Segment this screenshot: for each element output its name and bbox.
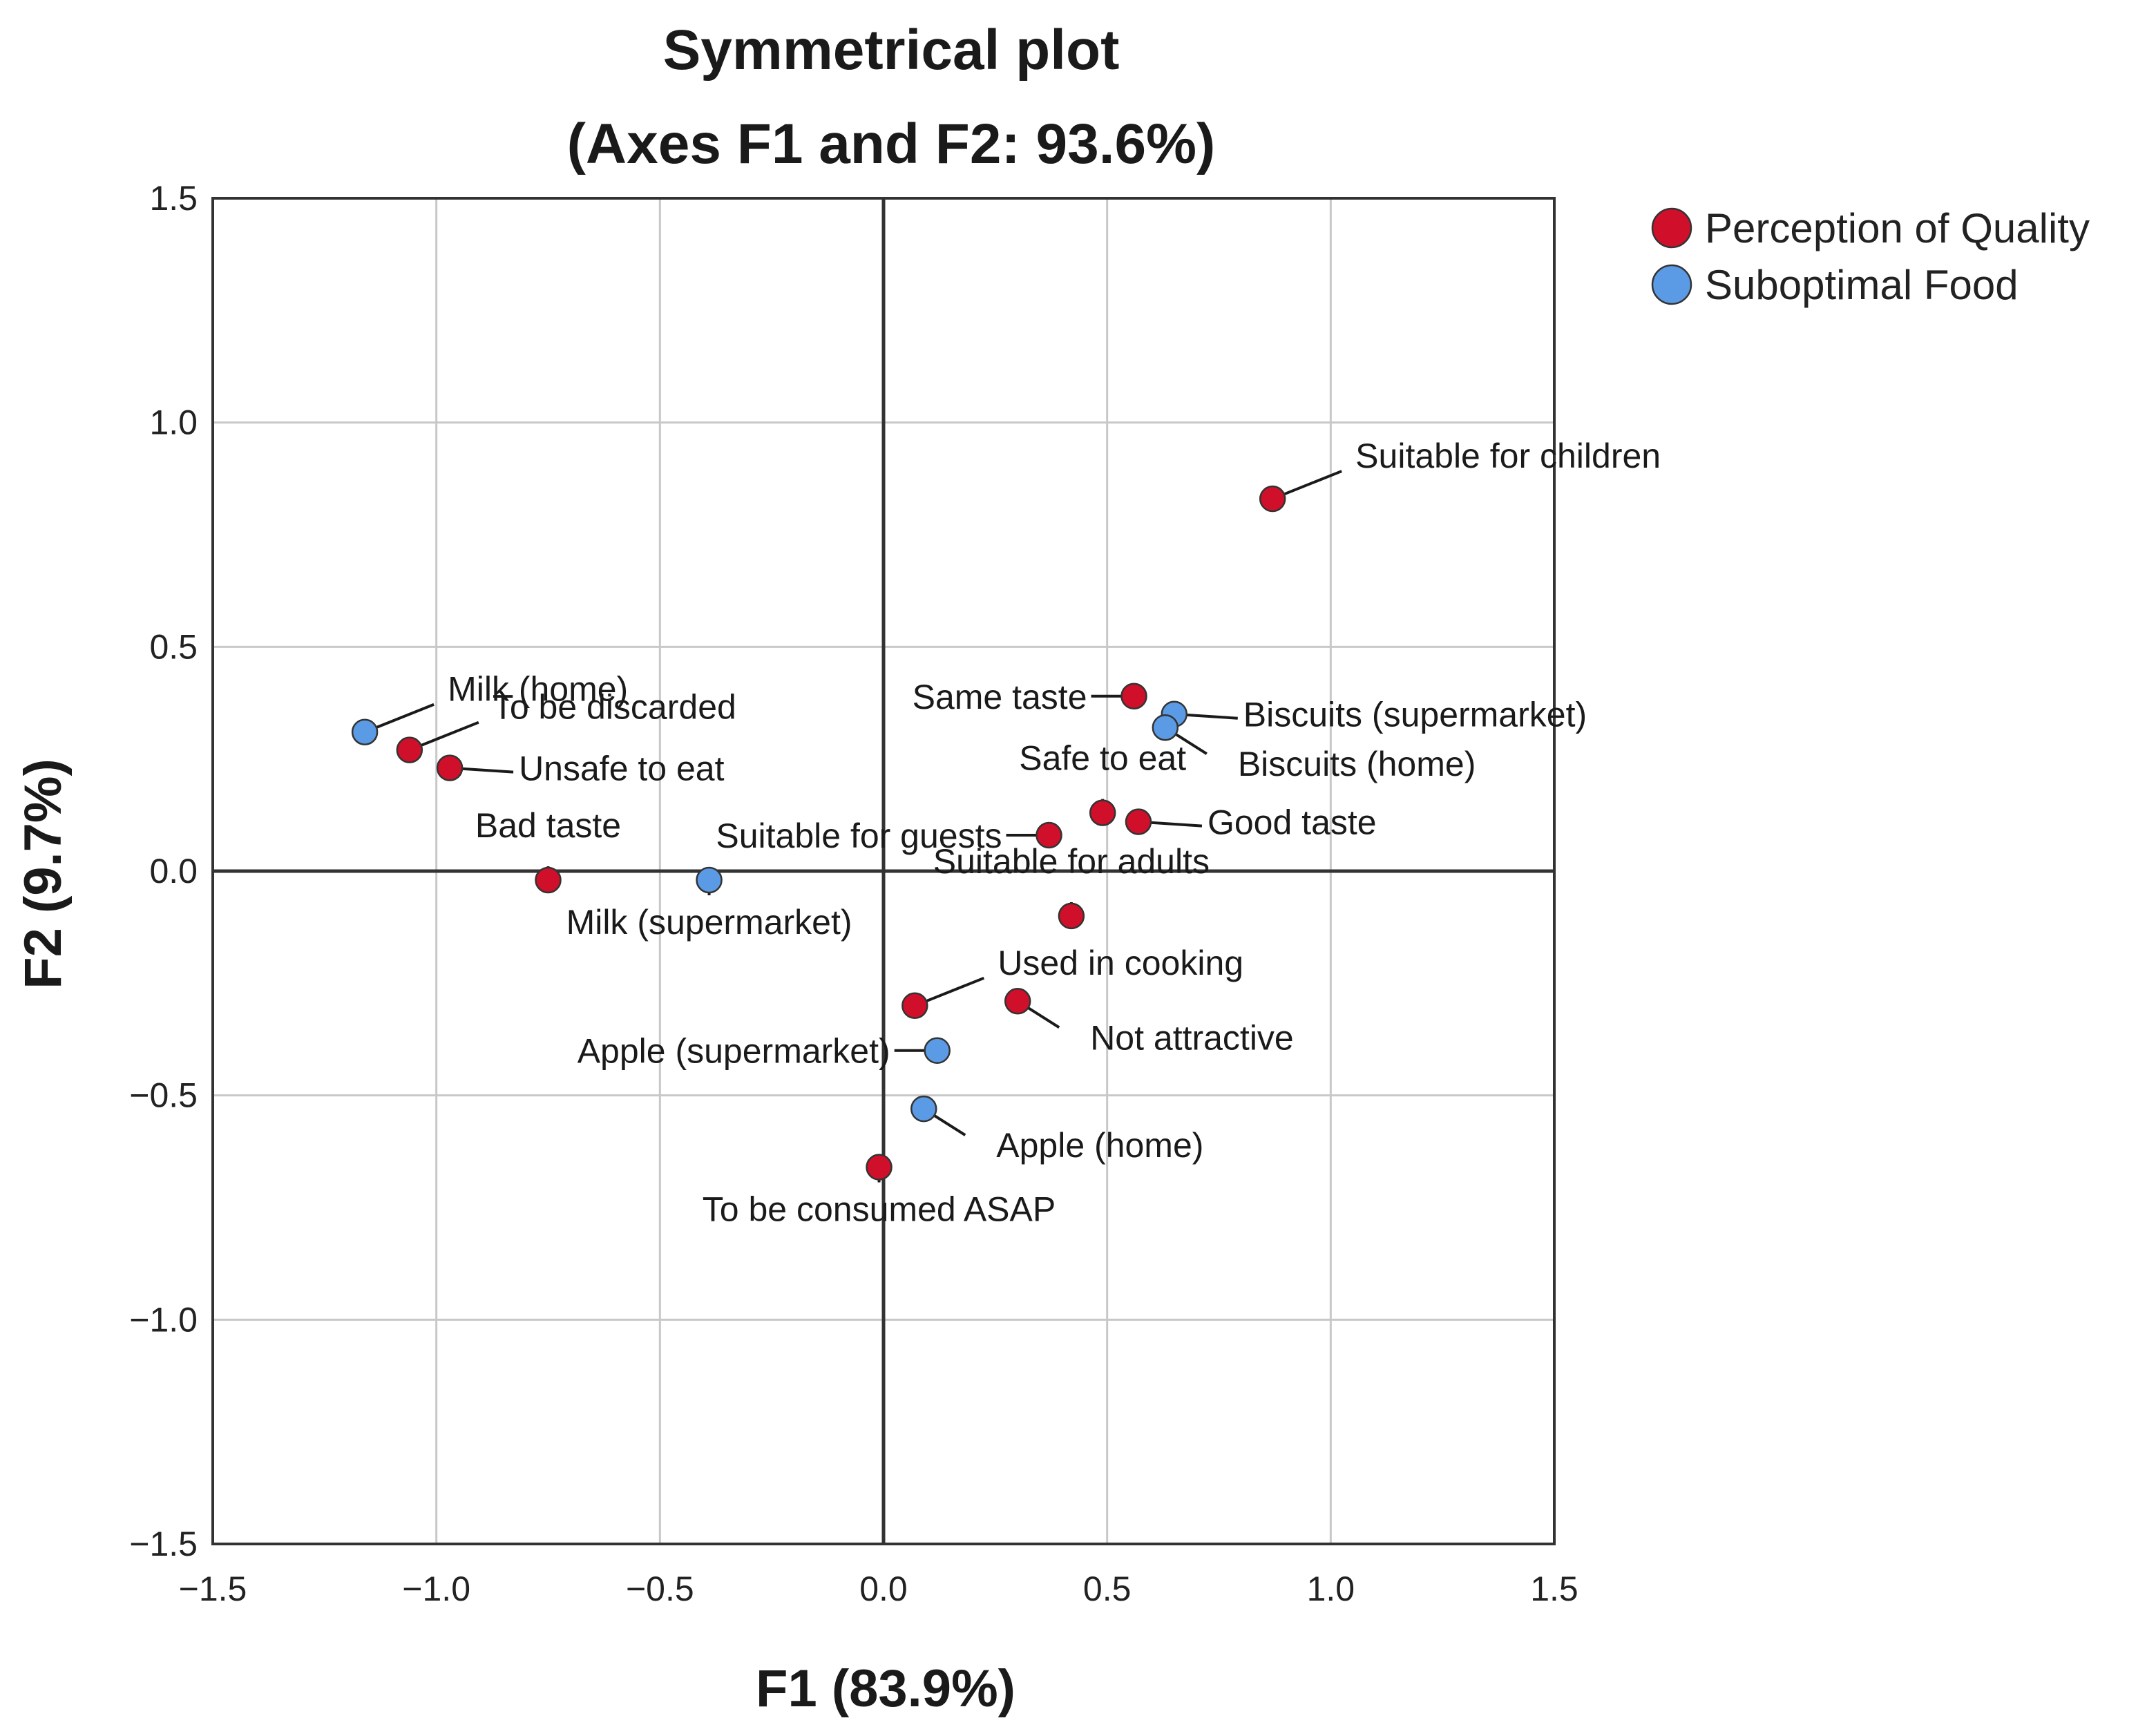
y-tick-label: −0.5 [129, 1076, 198, 1115]
legend-marker [1651, 207, 1692, 249]
x-tick-label: −1.0 [402, 1570, 470, 1608]
data-point [1152, 714, 1179, 741]
chart-subtitle: (Axes F1 and F2: 93.6%) [567, 113, 1216, 175]
data-point [1036, 821, 1062, 849]
point-label: Used in cooking [998, 944, 1243, 982]
legend-label: Perception of Quality [1705, 205, 2090, 251]
data-point [436, 754, 464, 781]
y-tick-label: 1.5 [149, 179, 198, 218]
data-point [1058, 902, 1085, 930]
point-label: Unsafe to eat [519, 750, 725, 788]
legend-marker [1651, 264, 1692, 305]
data-points [351, 485, 1286, 1181]
point-label: Biscuits (supermarket) [1243, 696, 1587, 734]
chart-title: Symmetrical plot [663, 19, 1120, 82]
y-tick-label: −1.0 [129, 1300, 198, 1339]
x-tick-label: 1.0 [1307, 1570, 1355, 1608]
data-point [1120, 683, 1147, 710]
data-point [351, 718, 379, 745]
x-tick-label: −0.5 [626, 1570, 694, 1608]
data-point [1004, 988, 1031, 1015]
point-label: Safe to eat [1019, 739, 1186, 778]
y-tick-label: 1.0 [149, 403, 198, 442]
y-tick-label: 0.5 [149, 627, 198, 666]
point-label: Good taste [1208, 803, 1377, 842]
point-label: Biscuits (home) [1238, 745, 1476, 783]
point-label: Suitable for children [1355, 437, 1661, 475]
data-point [696, 866, 723, 894]
point-label: To be consumed ASAP [703, 1190, 1056, 1229]
x-tick-label: 0.0 [859, 1570, 908, 1608]
point-label: Same taste [913, 678, 1087, 716]
data-point [1259, 485, 1286, 513]
y-tick-label: −1.5 [129, 1525, 198, 1563]
legend-label: Suboptimal Food [1705, 262, 2019, 308]
x-tick-label: −1.5 [179, 1570, 247, 1608]
point-label: Apple (home) [996, 1126, 1203, 1165]
data-point [1125, 808, 1152, 835]
data-point [924, 1037, 951, 1064]
point-label: Bad taste [475, 806, 621, 845]
point-label: Suitable for adults [933, 842, 1210, 881]
point-label: Apple (supermarket) [578, 1032, 890, 1071]
x-tick-label: 0.5 [1083, 1570, 1132, 1608]
x-tick-label: 1.5 [1530, 1570, 1578, 1608]
data-point [901, 992, 928, 1020]
data-point [866, 1154, 893, 1181]
point-label: To be discarded [493, 688, 736, 727]
legend: Perception of Quality Suboptimal Food [1651, 205, 2090, 308]
x-axis-title: F1 (83.9%) [756, 1659, 1015, 1718]
data-point [396, 736, 423, 763]
tick-labels: −1.5 −1.0 −0.5 0.0 0.5 1.0 1.5 −1.5 −1.0 −0.5 0.0 0… [129, 179, 1578, 1608]
point-labels: Suitable for children Same taste Safe to e… [448, 437, 1661, 1229]
y-axis-title: F2 (9.7%) [14, 759, 73, 989]
y-tick-label: 0.0 [149, 852, 198, 890]
plot-frame [211, 197, 1556, 1545]
point-label: Milk (supermarket) [566, 903, 852, 942]
data-point [1089, 799, 1116, 826]
point-label: Suitable for guests [716, 817, 1002, 855]
zero-axes [213, 198, 1554, 1544]
data-point [535, 866, 562, 894]
data-point [910, 1095, 937, 1123]
point-label: Not attractive [1090, 1018, 1294, 1057]
point-label: Milk (home) [448, 670, 628, 709]
